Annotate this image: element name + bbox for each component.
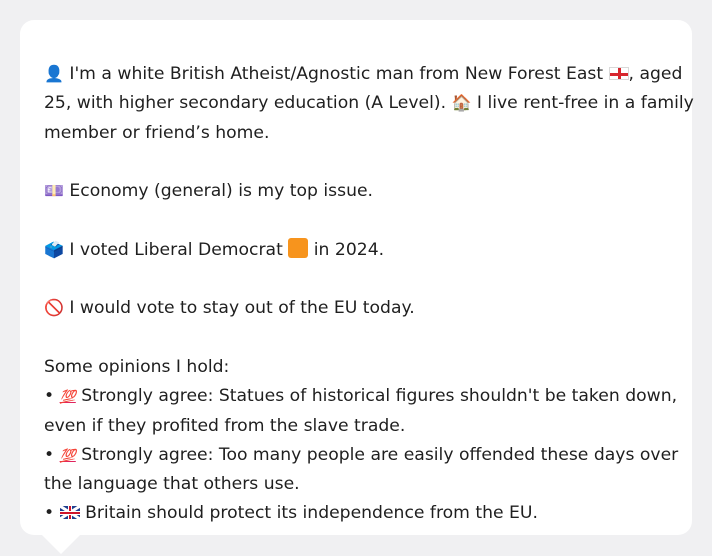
bullet: •	[44, 444, 55, 465]
orange-square-icon	[288, 237, 309, 258]
opinion-item-1: • 💯 Strongly agree: Statues of historica…	[44, 382, 677, 411]
eu-text: I would vote to stay out of the EU today…	[69, 298, 415, 319]
opinions-heading: Some opinions I hold:	[44, 356, 230, 377]
no-entry-icon: 🚫	[44, 298, 64, 318]
intro-line-1: 👤 I'm a white British Atheist/Agnostic m…	[44, 60, 682, 89]
top-issue-line: 💷 Economy (general) is my top issue.	[44, 177, 668, 206]
spacer	[44, 324, 668, 353]
intro-text-2: 25, with higher secondary education (A L…	[44, 93, 447, 114]
opinion-text: Strongly agree: Statues of historical fi…	[81, 386, 678, 407]
opinion-item-1-cont: even if they profited from the slave tra…	[44, 415, 406, 436]
spacer	[44, 148, 668, 177]
spacer	[44, 206, 668, 235]
ballot-box-icon: 🗳️	[44, 239, 64, 259]
vote-line: 🗳️ I voted Liberal Democrat in 2024.	[44, 236, 668, 265]
opinion-text: Strongly agree: Too many people are easi…	[81, 444, 679, 465]
intro-text-2-suffix: I live rent-free in a family	[476, 93, 694, 114]
opinion-item-2-cont: the language that others use.	[44, 474, 300, 495]
house-icon: 🏠	[451, 93, 472, 113]
person-icon: 👤	[44, 64, 64, 83]
opinion-text: Britain should protect its independence …	[85, 503, 538, 524]
intro-text-1-suffix: , aged	[628, 64, 683, 84]
profile-message-text: 👤 I'm a white British Atheist/Agnostic m…	[44, 60, 694, 529]
eu-line: 🚫 I would vote to stay out of the EU tod…	[44, 294, 668, 323]
bullet: •	[44, 503, 55, 524]
opinion-item-2: • 💯 Strongly agree: Too many people are …	[44, 441, 678, 470]
hundred-points-icon: 💯	[59, 448, 76, 464]
top-issue-text: Economy (general) is my top issue.	[69, 181, 374, 202]
spacer	[44, 265, 668, 294]
opinion-item-3: • Britain should protect its independenc…	[44, 499, 668, 528]
intro-line-3: member or friend’s home.	[44, 122, 270, 143]
money-icon: 💷	[44, 181, 64, 201]
intro-text-1: I'm a white British Atheist/Agnostic man…	[69, 64, 604, 84]
vote-text: I voted Liberal Democrat	[69, 239, 283, 260]
bullet: •	[44, 386, 55, 407]
uk-flag-icon	[59, 506, 80, 520]
profile-message-card: 👤 I'm a white British Atheist/Agnostic m…	[20, 20, 694, 535]
vote-text-suffix: in 2024.	[313, 239, 385, 260]
hundred-points-icon: 💯	[59, 390, 76, 406]
england-flag-icon	[608, 67, 629, 80]
intro-line-2: 25, with higher secondary education (A L…	[44, 89, 694, 118]
speech-bubble-tail	[42, 535, 80, 554]
